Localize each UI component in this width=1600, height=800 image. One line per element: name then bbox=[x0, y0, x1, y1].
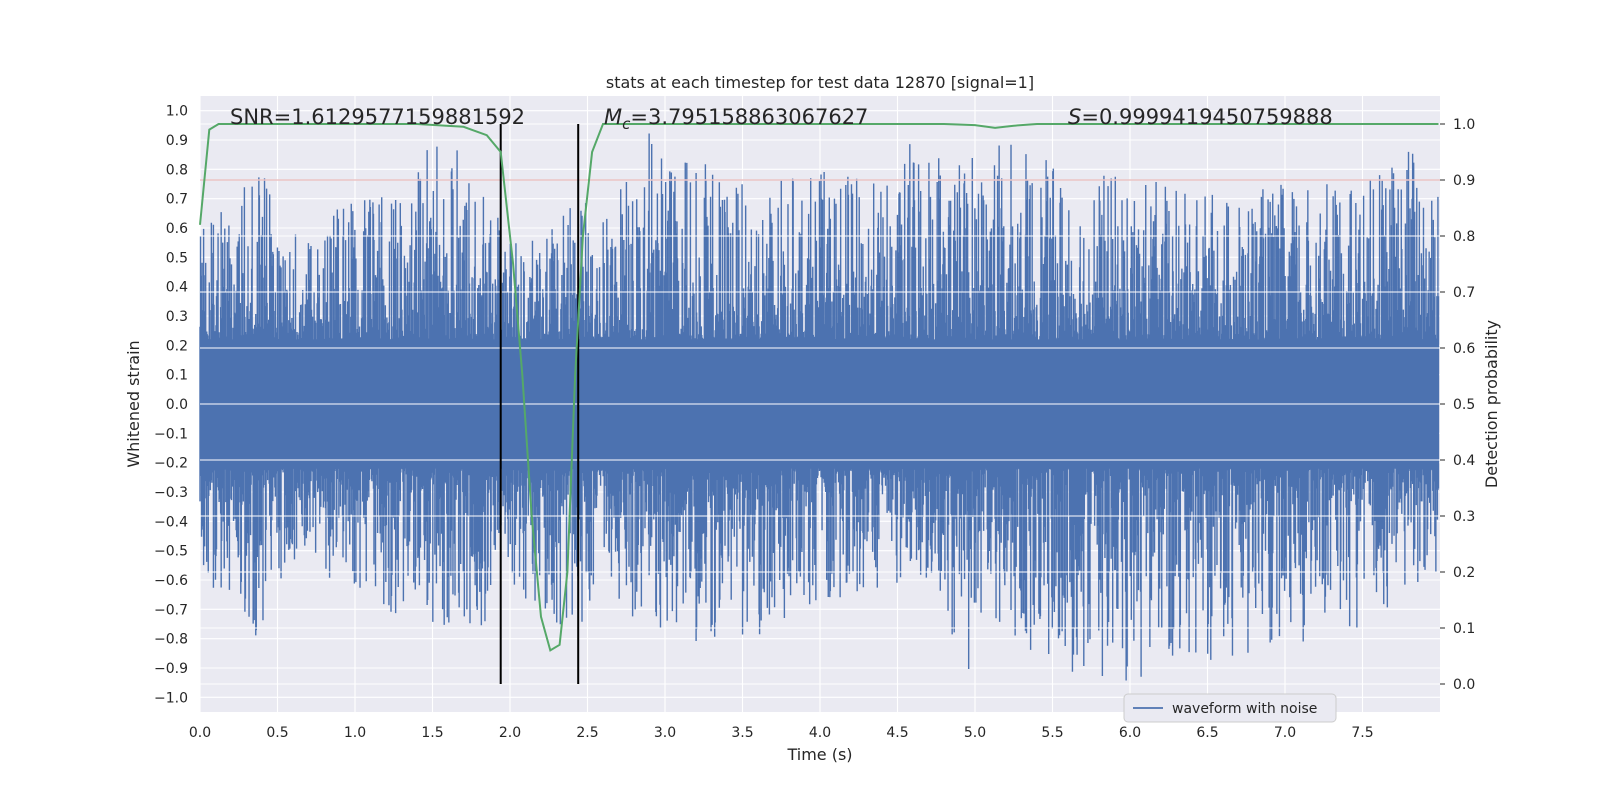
y-left-tick-label: 0.9 bbox=[166, 133, 188, 149]
x-tick-label: 6.5 bbox=[1196, 725, 1218, 741]
y-left-tick-label: 0.4 bbox=[166, 280, 188, 296]
overlay-lines bbox=[199, 123, 1440, 685]
y-left-tick-label: 0.7 bbox=[166, 192, 188, 208]
s-symbol: S bbox=[1068, 105, 1081, 129]
s-value: =0.9999419450759888 bbox=[1081, 105, 1332, 129]
y-right-tick-label: 0.6 bbox=[1453, 341, 1475, 357]
x-tick-label: 0.0 bbox=[189, 725, 211, 741]
y-axis-label-left: Whitened strain bbox=[124, 340, 143, 467]
y-left-tick-label: −0.9 bbox=[154, 661, 188, 677]
y-right-tick-label: 0.5 bbox=[1453, 397, 1475, 413]
y-left-tick-label: −0.1 bbox=[154, 426, 188, 442]
chirp-mass-annotation: Mc=3.795158863067627 bbox=[604, 105, 868, 133]
x-tick-label: 2.5 bbox=[576, 725, 598, 741]
x-tick-label: 5.0 bbox=[964, 725, 986, 741]
x-tick-label: 5.5 bbox=[1041, 725, 1063, 741]
y-left-tick-label: 0.1 bbox=[166, 368, 188, 384]
x-tick-label: 4.5 bbox=[886, 725, 908, 741]
snr-annotation: SNR=1.6129577159881592 bbox=[230, 105, 525, 129]
chirp-mass-symbol: M bbox=[604, 105, 622, 129]
y-left-tick-label: −0.6 bbox=[154, 573, 188, 589]
y-left-tick-label: 0.0 bbox=[166, 397, 188, 413]
tick-labels: 0.0 0.5 1.0 1.5 2.0 2.5 3.0 3.5 4.0 4.5 5.0 5.5 6.0 6… bbox=[154, 104, 1475, 741]
legend: waveform with noise bbox=[1123, 693, 1337, 723]
y-right-tick-label: 0.9 bbox=[1453, 173, 1475, 189]
y-right-tick-label: 0.4 bbox=[1453, 453, 1475, 469]
x-tick-label: 4.0 bbox=[809, 725, 831, 741]
y-right-tick-label: 0.0 bbox=[1453, 677, 1475, 693]
y-right-tick-label: 0.2 bbox=[1453, 565, 1475, 581]
y-left-tick-label: 1.0 bbox=[166, 104, 188, 120]
y-left-tick-label: 0.3 bbox=[166, 309, 188, 325]
y-left-tick-label: −0.4 bbox=[154, 514, 188, 530]
chirp-mass-subscript: c bbox=[622, 115, 631, 133]
y-left-tick-label: 0.8 bbox=[166, 162, 188, 178]
x-tick-label: 3.0 bbox=[654, 725, 676, 741]
y-left-tick-label: −0.3 bbox=[154, 485, 188, 501]
x-tick-label: 2.0 bbox=[499, 725, 521, 741]
x-tick-label: 0.5 bbox=[266, 725, 288, 741]
y-left-tick-label: −0.7 bbox=[154, 602, 188, 618]
x-tick-label: 3.5 bbox=[731, 725, 753, 741]
chart-title: stats at each timestep for test data 128… bbox=[606, 73, 1034, 92]
y-right-tick-label: 0.3 bbox=[1453, 509, 1475, 525]
detection-probability-line bbox=[199, 123, 1439, 652]
y-left-tick-label: −0.2 bbox=[154, 456, 188, 472]
x-axis-label: Time (s) bbox=[786, 745, 852, 764]
y-right-tick-label: 0.8 bbox=[1453, 229, 1475, 245]
x-tick-label: 6.0 bbox=[1119, 725, 1141, 741]
x-tick-label: 7.5 bbox=[1351, 725, 1373, 741]
y-left-tick-label: 0.6 bbox=[166, 221, 188, 237]
y-right-tick-label: 0.1 bbox=[1453, 621, 1475, 637]
x-tick-label: 7.0 bbox=[1274, 725, 1296, 741]
y-left-tick-label: −0.5 bbox=[154, 544, 188, 560]
x-tick-label: 1.5 bbox=[421, 725, 443, 741]
y-axis-label-right: Detection probability bbox=[1482, 320, 1501, 488]
y-left-tick-label: −0.8 bbox=[154, 632, 188, 648]
chirp-mass-value: =3.795158863067627 bbox=[630, 105, 868, 129]
legend-box bbox=[1123, 693, 1337, 723]
legend-label-waveform: waveform with noise bbox=[1172, 701, 1317, 717]
y-right-tick-label: 1.0 bbox=[1453, 117, 1475, 133]
y-left-tick-label: 0.2 bbox=[166, 338, 188, 354]
x-tick-label: 1.0 bbox=[344, 725, 366, 741]
y-right-tick-label: 0.7 bbox=[1453, 285, 1475, 301]
y-left-tick-label: −1.0 bbox=[154, 690, 188, 706]
s-annotation: S=0.9999419450759888 bbox=[1068, 105, 1333, 129]
y-left-tick-label: 0.5 bbox=[166, 250, 188, 266]
